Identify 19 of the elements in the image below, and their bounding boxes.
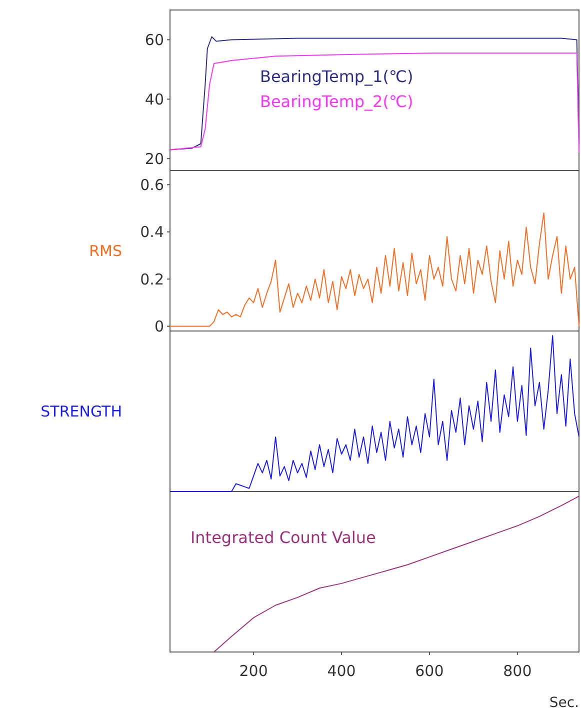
x-tick-label: 400	[327, 662, 356, 680]
line-series	[170, 212, 580, 327]
y-tick-label: 0.6	[140, 176, 164, 194]
y-tick-label: 0	[154, 318, 164, 336]
y-tick-label: 20	[144, 150, 164, 168]
x-tick-label: 200	[239, 662, 268, 680]
series-label: Integrated Count Value	[190, 528, 376, 547]
y-axis-title: RMS	[89, 242, 122, 260]
y-axis-title: STRENGTH	[40, 402, 122, 420]
y-tick-label: 60	[144, 30, 164, 49]
x-tick-label: 800	[503, 662, 532, 680]
y-tick-label: 40	[144, 90, 164, 108]
y-tick-label: 0.4	[140, 223, 164, 242]
series-label: BearingTemp_1(℃)	[260, 67, 414, 86]
text: BearingTemp_2(℃)	[260, 92, 414, 112]
x-tick-label: 600	[415, 662, 444, 680]
y-tick-label: 0.2	[140, 270, 164, 288]
line-series	[170, 52, 580, 154]
x-axis-title: Sec.	[549, 695, 579, 711]
